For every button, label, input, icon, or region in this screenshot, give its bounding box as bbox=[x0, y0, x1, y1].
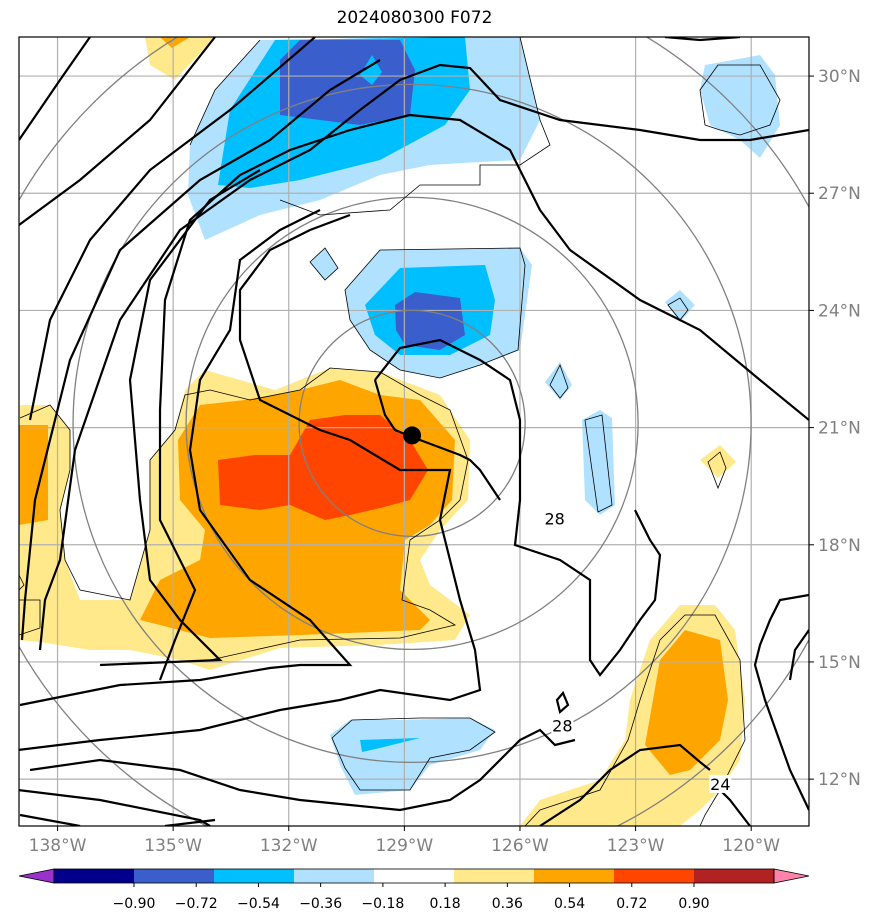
colorbar-bin-4 bbox=[374, 869, 454, 883]
contour-label-bg-0 bbox=[543, 509, 566, 528]
contour-label-0: 28 bbox=[544, 509, 564, 528]
colorbar-label-3: −0.36 bbox=[299, 896, 342, 912]
lon-label-0: 138°W bbox=[29, 836, 87, 856]
colorbar-label-6: 0.36 bbox=[492, 896, 523, 912]
lat-label-6: 12°N bbox=[818, 770, 861, 790]
positive-region-core bbox=[218, 415, 428, 520]
lat-label-1: 27°N bbox=[818, 184, 861, 204]
lat-label-5: 15°N bbox=[818, 653, 861, 673]
colorbar-extend-high bbox=[773, 868, 810, 884]
lat-label-3: 21°N bbox=[818, 419, 861, 439]
range-ring-3 bbox=[72, 83, 752, 764]
contour-label-bg-2 bbox=[709, 774, 732, 793]
colorbar: −0.90 −0.72 −0.54 −0.36 −0.18 0.18 0.36 0.54 0.7… bbox=[18, 868, 810, 912]
colorbar-label-8: 0.72 bbox=[616, 896, 647, 912]
colorbar-bin-5 bbox=[454, 869, 534, 883]
lon-label-3: 129°W bbox=[375, 836, 433, 856]
contour-label-1: 28 bbox=[552, 716, 572, 735]
colorbar-bin-6 bbox=[534, 869, 614, 883]
storm-center-marker bbox=[403, 426, 422, 445]
colorbar-bin-0 bbox=[54, 869, 134, 883]
range-rings bbox=[19, 37, 809, 826]
colorbar-label-4: −0.18 bbox=[361, 896, 404, 912]
colorbar-bin-3 bbox=[294, 869, 374, 883]
lat-label-0: 30°N bbox=[818, 67, 861, 87]
negative-region-south bbox=[330, 718, 495, 795]
lon-label-5: 123°W bbox=[607, 836, 665, 856]
map-frame bbox=[18, 36, 810, 827]
lon-label-2: 132°W bbox=[260, 836, 318, 856]
colorbar-label-2: −0.54 bbox=[237, 896, 280, 912]
colorbar-bin-7 bbox=[614, 869, 694, 883]
colorbar-label-7: 0.54 bbox=[554, 896, 585, 912]
colorbar-label-9: 0.90 bbox=[678, 896, 709, 912]
colorbar-label-0: −0.90 bbox=[113, 896, 156, 912]
contour-label-2: 24 bbox=[710, 775, 730, 794]
longitude-tick-labels: 138°W 135°W 132°W 129°W 126°W 123°W 120°W bbox=[29, 826, 780, 856]
colorbar-bin-8 bbox=[694, 869, 774, 883]
colorbar-bin-2 bbox=[214, 869, 294, 883]
negative-region-north-core bbox=[280, 40, 415, 125]
lon-label-6: 120°W bbox=[722, 836, 780, 856]
colorbar-extend-low bbox=[18, 868, 55, 884]
colorbar-label-5: 0.18 bbox=[430, 896, 461, 912]
contour-labels: 28 28 24 bbox=[543, 509, 732, 794]
latitude-tick-labels: 30°N 27°N 24°N 21°N 18°N 15°N 12°N bbox=[809, 67, 861, 790]
colorbar-bin-1 bbox=[134, 869, 214, 883]
lon-label-4: 126°W bbox=[491, 836, 549, 856]
contour-label-bg-1 bbox=[551, 716, 574, 735]
colorbar-label-1: −0.72 bbox=[175, 896, 218, 912]
range-ring-1 bbox=[298, 309, 526, 538]
colorbar-frame bbox=[53, 868, 775, 884]
thick-contours bbox=[19, 37, 809, 826]
lat-label-4: 18°N bbox=[818, 536, 861, 556]
range-ring-2 bbox=[185, 196, 639, 651]
map-title: 2024080300 F072 bbox=[336, 8, 493, 28]
lon-label-1: 135°W bbox=[144, 836, 202, 856]
lat-label-2: 24°N bbox=[818, 301, 861, 321]
